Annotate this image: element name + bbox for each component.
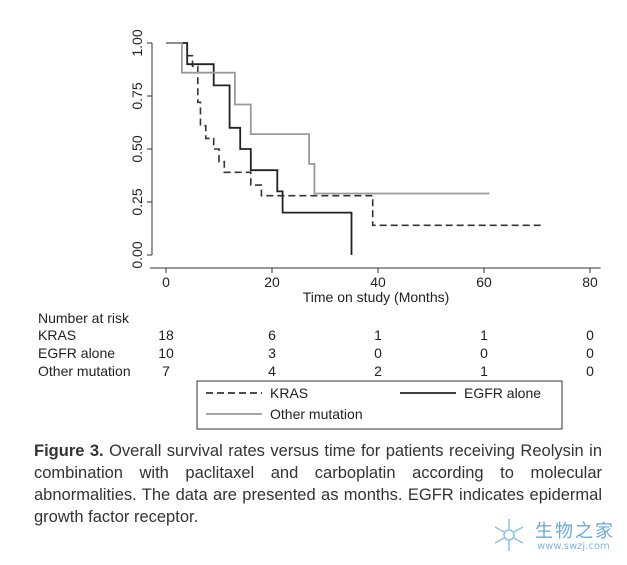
x-tick-label: 0: [162, 274, 170, 290]
watermark: 生物之家 www.swzj.com: [489, 515, 619, 559]
km-chart: 0 20 40 60 800.000.250.500.751.00 Time on st…: [38, 29, 601, 430]
legend-label: EGFR alone: [464, 385, 541, 401]
risk-count: 0: [586, 363, 594, 379]
risk-count: 18: [158, 327, 174, 343]
risk-count: 3: [268, 345, 276, 361]
risk-count: 0: [586, 327, 594, 343]
risk-count: 0: [586, 345, 594, 361]
risk-count: 1: [374, 327, 382, 343]
x-tick-label: 20: [264, 274, 280, 290]
risk-row-label: Other mutation: [38, 363, 131, 379]
series-line-other-mutation: [166, 42, 490, 195]
x-tick-label: 60: [476, 274, 492, 290]
risk-count: 10: [158, 345, 174, 361]
risk-count: 4: [268, 363, 276, 379]
legend-box: [196, 380, 563, 430]
risk-count: 0: [374, 345, 382, 361]
caption-text: Overall survival rates versus time for p…: [34, 442, 603, 526]
y-tick-label: 0.50: [129, 135, 145, 162]
risk-row-label: EGFR alone: [38, 345, 115, 361]
series-group: [166, 42, 543, 255]
legend-label: Other mutation: [270, 406, 363, 422]
y-tick-label: 0.25: [129, 188, 145, 215]
risk-count: 6: [268, 327, 276, 343]
y-tick-label: 0.00: [129, 241, 145, 268]
x-axis-title: Time on study (Months): [303, 289, 450, 305]
figure-label: Figure 3.: [34, 442, 104, 460]
y-tick-label: 1.00: [129, 29, 145, 56]
figure-caption: Figure 3. Overall survival rates versus …: [34, 440, 602, 528]
axes: [150, 43, 601, 269]
x-tick-label: 40: [370, 274, 386, 290]
x-tick-label: 80: [582, 274, 598, 290]
legend: KRAS EGFR alone Other mutation: [196, 380, 563, 430]
risk-row-label: KRAS: [38, 327, 76, 343]
risk-count: 1: [480, 363, 488, 379]
risk-count: 2: [374, 363, 382, 379]
series-line-egfr-alone: [166, 42, 353, 255]
watermark-url: www.swzj.com: [537, 541, 610, 552]
risk-count: 0: [480, 345, 488, 361]
risk-count: 7: [162, 363, 170, 379]
ticks: 0 20 40 60 80 0.00 0.25 0.50 0.75 1.00: [129, 29, 598, 290]
legend-label: KRAS: [270, 385, 308, 401]
y-tick-label: 0.75: [129, 82, 145, 109]
watermark-logo-icon: [494, 519, 524, 551]
watermark-text: 生物之家: [535, 521, 615, 542]
risk-table-title: Number at risk: [38, 310, 130, 326]
series-line-kras: [166, 42, 543, 227]
risk-count: 1: [480, 327, 488, 343]
